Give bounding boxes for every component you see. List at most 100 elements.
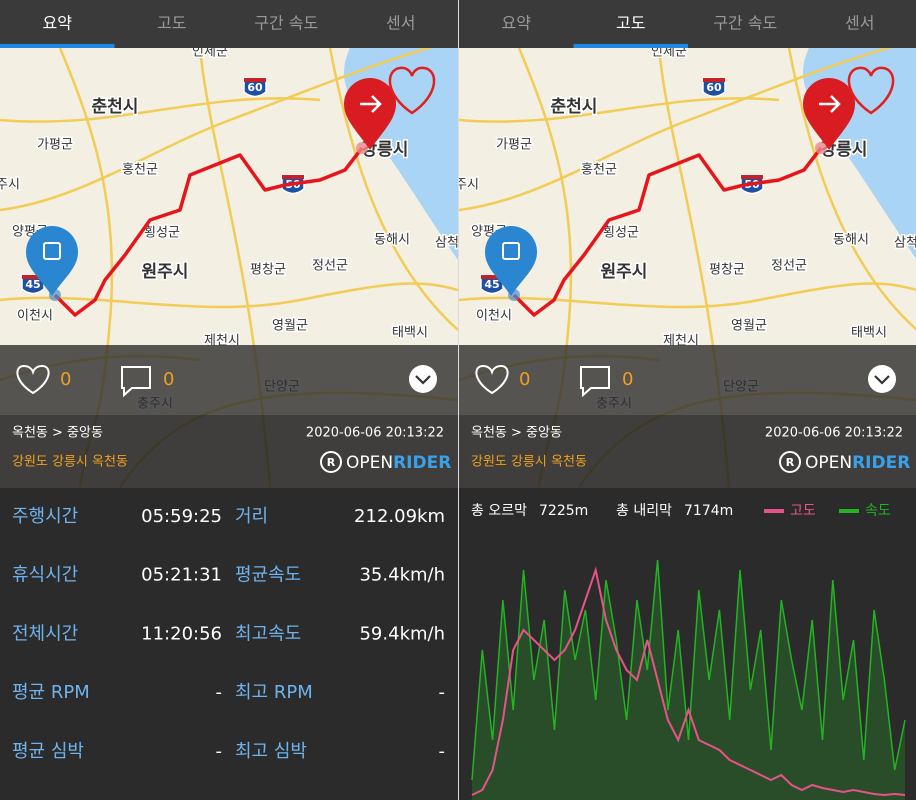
map-label: 삼척 — [894, 236, 916, 251]
stat-label: 주행시간 — [12, 506, 78, 527]
brand-part: OPEN — [805, 453, 852, 473]
like-count: 0 — [519, 369, 530, 390]
road — [459, 38, 916, 212]
expand-button[interactable] — [409, 365, 437, 393]
stat-label: 평균 RPM — [12, 682, 90, 703]
comment-icon[interactable] — [121, 366, 151, 398]
map-label: 평창군 — [709, 263, 745, 278]
tab[interactable]: 고도 — [157, 14, 186, 33]
legend-label: 속도 — [865, 503, 891, 519]
tab[interactable]: 요약 — [43, 14, 73, 33]
like-icon[interactable] — [16, 364, 50, 395]
map-label: 가평군 — [37, 138, 73, 153]
map-label: 횡성군 — [603, 226, 639, 241]
brand-icon-bg — [320, 451, 342, 473]
summary: 7174m — [684, 503, 733, 519]
tab[interactable]: 구간 속도 — [713, 14, 777, 33]
series-line — [471, 566, 906, 797]
action-bar — [0, 345, 458, 415]
shield-number: 45 — [484, 278, 499, 291]
brand-part: RIDER — [852, 453, 910, 473]
map-label: 이천시 — [476, 309, 512, 324]
brand-icon: R — [327, 456, 336, 469]
divider — [458, 0, 459, 800]
summary: 7225m — [539, 503, 588, 519]
comment-icon[interactable] — [580, 366, 610, 398]
map-label: 정선군 — [771, 259, 807, 274]
end-dot — [356, 142, 368, 154]
stat-value: - — [439, 682, 446, 703]
tab[interactable]: 요약 — [502, 14, 532, 33]
tab-bar — [0, 0, 458, 48]
comment-count: 0 — [622, 369, 633, 390]
tab[interactable]: 센서 — [386, 14, 415, 33]
shield — [21, 274, 45, 295]
stat-value: - — [439, 741, 446, 762]
legend-label: 고도 — [790, 503, 816, 519]
brand-part: OPEN — [346, 453, 393, 473]
comment-count: 0 — [163, 369, 174, 390]
shield-top — [22, 275, 44, 279]
end-arrow — [819, 95, 841, 113]
expand-button[interactable] — [868, 365, 896, 393]
map-label: 동해시 — [374, 233, 410, 248]
route — [53, 146, 364, 317]
stat-value: - — [216, 682, 223, 703]
road — [787, 47, 916, 331]
map-label: 원주시 — [142, 262, 189, 282]
stat-label: 최고속도 — [235, 623, 301, 644]
route-text: 옥천동 > 중앙동 — [471, 426, 562, 441]
brand-icon-bg — [779, 451, 801, 473]
stat-label: 최고 RPM — [235, 682, 313, 703]
map-label: 주시 — [455, 178, 479, 193]
map-label: 영월군 — [272, 319, 308, 334]
info-bar — [0, 415, 458, 488]
map-heart[interactable] — [847, 66, 895, 115]
road — [0, 38, 458, 212]
road — [459, 97, 780, 123]
expand-chevron — [874, 375, 890, 385]
shield — [480, 274, 504, 295]
end-pin — [344, 78, 396, 150]
map-label: 횡성군 — [144, 226, 180, 241]
map-label: 태백시 — [392, 326, 428, 341]
start-icon — [43, 242, 61, 260]
tab[interactable]: 센서 — [845, 14, 874, 33]
start-pin — [485, 226, 537, 296]
map-label: 홍천군 — [122, 163, 158, 178]
legend-swatch — [764, 509, 784, 513]
shield — [243, 77, 267, 98]
stat-value: 11:20:56 — [141, 623, 222, 644]
summary: 총 오르막 — [471, 503, 527, 519]
like-count: 0 — [60, 369, 71, 390]
tab[interactable]: 고도 — [616, 14, 645, 33]
brand: OPENRIDER — [805, 453, 910, 473]
end-arrow — [360, 95, 382, 113]
tab-indicator — [573, 44, 688, 48]
series-line — [471, 559, 906, 781]
tab[interactable]: 구간 속도 — [254, 14, 318, 33]
map-label: 태백시 — [851, 326, 887, 341]
shield-number: 45 — [25, 278, 40, 291]
tab-bar — [459, 0, 916, 48]
road — [328, 47, 458, 331]
summary: 총 내리막 — [616, 503, 672, 519]
datetime: 2020-06-06 20:13:22 — [306, 426, 444, 441]
like-icon[interactable] — [475, 364, 509, 395]
stat-value: 05:59:25 — [141, 506, 222, 527]
end-dot — [815, 142, 827, 154]
datetime: 2020-06-06 20:13:22 — [765, 426, 903, 441]
shield-top — [244, 78, 266, 82]
stat-value: - — [216, 741, 223, 762]
stat-value: 35.4km/h — [359, 565, 445, 586]
stat-label: 평균 심박 — [12, 741, 84, 762]
brand-part: RIDER — [393, 453, 451, 473]
shield-top — [282, 175, 304, 179]
shield-top — [703, 78, 725, 82]
shield-number: 60 — [247, 81, 263, 94]
map-label: 춘천시 — [92, 97, 139, 117]
stat-value: 05:21:31 — [141, 565, 222, 586]
map-heart[interactable] — [388, 66, 436, 115]
end-pin — [803, 78, 855, 150]
